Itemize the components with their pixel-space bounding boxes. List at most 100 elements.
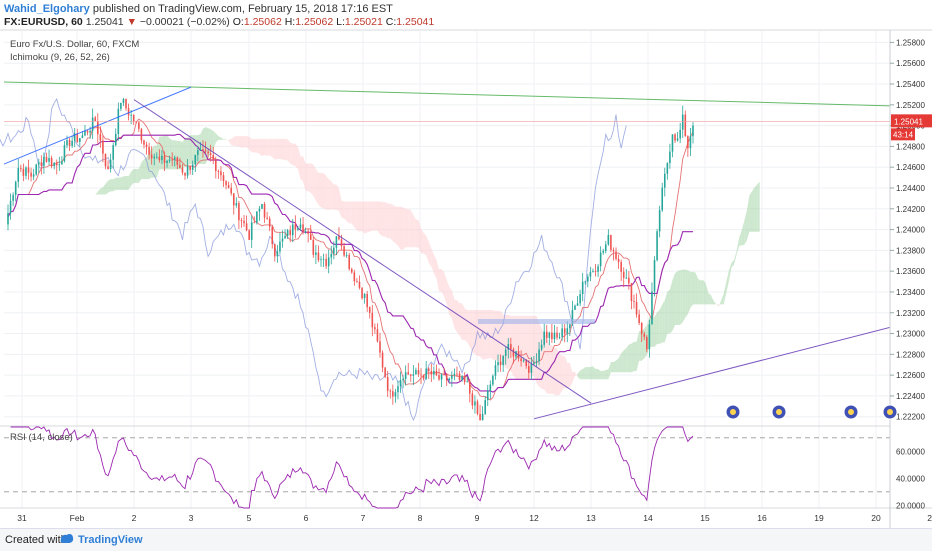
y-tick-label: 1.25800 [896,38,925,47]
candle-body [574,305,576,310]
candle-body [681,114,684,130]
candle-body [494,365,497,376]
author-name[interactable]: Wahid_Elgohary [4,3,90,15]
candle-body [407,372,410,375]
candle-body [440,374,443,380]
y-tick-label: 1.22600 [896,371,925,380]
cloud-segment [569,362,573,388]
cloud-segment [731,259,735,268]
cloud-segment [231,136,234,146]
y-tick-label: 1.23800 [896,246,925,255]
candle-body [294,224,297,230]
price-chart[interactable]: 1.258001.256001.254001.252001.250001.248… [0,0,932,528]
cloud-segment [133,168,137,183]
y-tick-label: 1.22200 [896,413,925,422]
candle-body [274,243,276,257]
candle-body [191,164,194,170]
cloud-segment [467,310,470,347]
chart-title: Euro Fx/U.S. Dollar, 60, FXCM [10,39,139,50]
x-tick-label: 20 [871,513,881,523]
candle-body [569,324,571,329]
cloud-segment [669,280,673,334]
cloud-segment [595,368,599,380]
cloud-segment [320,172,324,209]
cloud-segment [187,135,191,167]
candle-body [114,133,117,146]
cloud-segment [120,176,124,190]
candle-body [666,163,669,174]
cloud-segment [95,191,98,195]
candle-body [350,269,353,273]
trendline-rising-support-early [3,86,192,165]
price-change: −0.00021 (−0.02%) [139,16,230,28]
cloud-segment [644,325,647,359]
candle-body [658,210,661,232]
cloud-segment [436,259,440,292]
candle-body [222,175,225,182]
x-tick-label: 14 [643,513,653,523]
cloud-segment [108,179,111,193]
cloud-segment [251,138,255,153]
cloud-segment [628,343,632,373]
x-tick-label: 16 [757,513,767,523]
candle-body [209,153,212,156]
candle-body [392,391,394,397]
candle-body [45,156,48,162]
candle-body [628,277,630,284]
cloud-segment [472,310,475,354]
x-tick-label: 8 [418,513,423,523]
y-tick-label: 1.25600 [896,59,925,68]
candle-body [379,341,381,353]
cloud-segment [128,171,132,190]
candle-body [256,211,258,223]
cloud-segment [269,138,273,157]
candle-body [127,108,130,116]
candle-body [384,367,386,377]
candle-body [499,361,502,366]
candle-body [202,149,204,151]
symbol-label: FX:EURUSD, 60 [4,16,83,28]
candle-body [368,307,371,313]
cloud-segment [390,203,393,242]
cloud-segment [726,270,729,293]
cloud-segment [608,361,611,380]
candle-body [420,374,422,376]
candle-body [25,167,27,176]
high-label: H: [284,16,296,28]
cloud-segment [328,179,332,211]
candle-body [230,187,233,194]
candle-body [238,203,240,221]
candle-body [302,224,304,232]
cloud-segment [677,270,681,325]
candle-body [404,372,407,379]
candle-body [240,220,243,221]
candle-body [512,349,515,357]
candle-body [99,134,102,141]
candle-body [538,349,540,362]
cloud-segment [705,283,709,305]
candle-body [307,231,309,234]
cloud-segment [546,336,550,394]
cloud-segment [182,137,186,170]
brand-name[interactable]: TradingView [78,534,143,546]
cloud-segment [510,315,514,376]
candle-body [271,226,274,244]
candle-body [661,187,664,211]
cloud-segment [533,315,537,384]
candlestick-series [7,97,694,421]
cloud-segment [551,345,555,395]
cloud-segment [354,201,357,231]
cloud-segment [287,139,291,164]
candle-body [689,136,692,149]
cloud-segment [238,136,242,148]
candle-body [545,331,548,338]
candle-body [474,401,476,406]
candle-body [361,287,363,299]
rsi-title[interactable]: RSI (14, close) [10,432,73,443]
cloud-segment [405,209,409,248]
candle-body [433,370,435,375]
candle-body [148,147,150,155]
candle-body [466,381,469,383]
cloud-segment [474,310,478,357]
indicator-label[interactable]: Ichimoku (9, 26, 52, 26) [10,52,110,63]
